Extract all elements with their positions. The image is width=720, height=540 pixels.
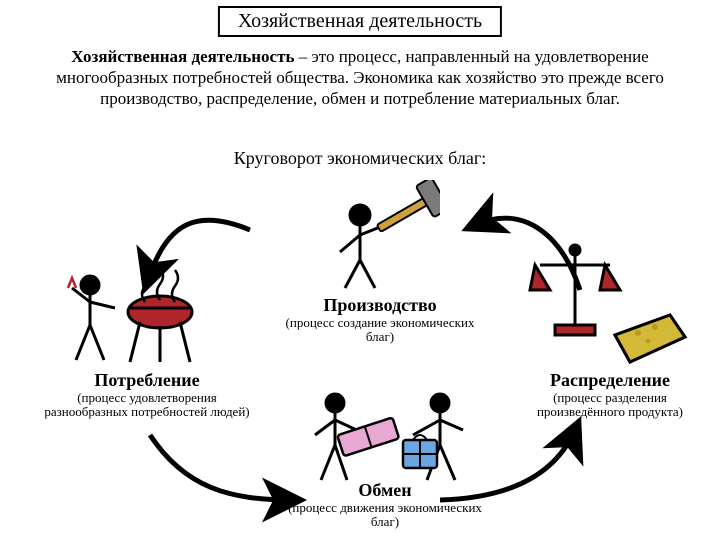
distribution-icon — [520, 235, 690, 375]
distribution-desc: (процесс разделения произведённого проду… — [510, 391, 710, 420]
consumption-label: Потребление — [42, 370, 252, 391]
consumption-icon — [60, 250, 220, 370]
exchange-desc: (процесс движения экономических благ) — [285, 501, 485, 530]
consumption-desc: (процесс удовлетворения разнообразных по… — [42, 391, 252, 420]
intro-text: Хозяйственная деятельность – это процесс… — [20, 46, 700, 109]
production-desc: (процесс создание экономических благ) — [280, 316, 480, 345]
exchange-icon — [285, 385, 495, 485]
distribution-label: Распределение — [510, 370, 710, 391]
node-exchange: Обмен (процесс движения экономических бл… — [285, 480, 485, 530]
node-distribution: Распределение (процесс разделения произв… — [510, 370, 710, 420]
production-label: Производство — [280, 295, 480, 316]
production-icon — [320, 180, 440, 290]
node-consumption: Потребление (процесс удовлетворения разн… — [42, 370, 252, 420]
subtitle: Круговорот экономических благ: — [0, 148, 720, 169]
node-production: Производство (процесс создание экономиче… — [280, 295, 480, 345]
exchange-label: Обмен — [285, 480, 485, 501]
page-title: Хозяйственная деятельность — [218, 6, 502, 37]
